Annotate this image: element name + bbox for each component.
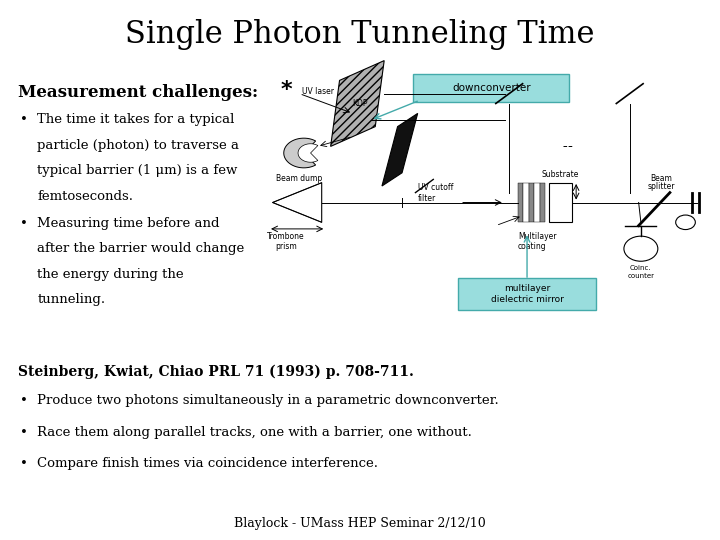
Text: splitter: splitter: [647, 182, 675, 191]
Text: •: •: [20, 113, 28, 126]
Text: UV laser: UV laser: [302, 87, 333, 97]
Text: multilayer
dielectric mirror: multilayer dielectric mirror: [490, 284, 564, 305]
Text: •: •: [20, 394, 28, 407]
Bar: [528, 183, 534, 222]
Text: •: •: [20, 217, 28, 230]
Text: typical barrier (1 μm) is a few: typical barrier (1 μm) is a few: [37, 164, 238, 177]
Text: filter: filter: [418, 194, 436, 203]
FancyBboxPatch shape: [458, 279, 596, 310]
Bar: [534, 183, 539, 222]
Text: Compare finish times via coincidence interference.: Compare finish times via coincidence int…: [37, 457, 379, 470]
Text: particle (photon) to traverse a: particle (photon) to traverse a: [37, 139, 240, 152]
Text: after the barrier would change: after the barrier would change: [37, 242, 245, 255]
Text: counter: counter: [627, 273, 654, 280]
Text: KDP: KDP: [352, 99, 367, 108]
FancyBboxPatch shape: [413, 74, 570, 102]
Text: Coinc.: Coinc.: [630, 265, 652, 271]
Text: Measurement challenges:: Measurement challenges:: [18, 84, 258, 100]
Text: Blaylock - UMass HEP Seminar 2/12/10: Blaylock - UMass HEP Seminar 2/12/10: [234, 517, 486, 530]
Text: the energy during the: the energy during the: [37, 268, 184, 281]
Text: *: *: [280, 80, 292, 100]
Text: Substrate: Substrate: [542, 171, 579, 179]
Text: Race them along parallel tracks, one with a barrier, one without.: Race them along parallel tracks, one wit…: [37, 426, 472, 438]
Text: Steinberg, Kwiat, Chiao PRL 71 (1993) p. 708-711.: Steinberg, Kwiat, Chiao PRL 71 (1993) p.…: [18, 364, 414, 379]
Text: Measuring time before and: Measuring time before and: [37, 217, 220, 230]
Bar: [518, 183, 523, 222]
Text: UV cutoff: UV cutoff: [418, 183, 453, 192]
Text: femtoseconds.: femtoseconds.: [37, 190, 133, 202]
Circle shape: [675, 215, 696, 230]
Polygon shape: [284, 138, 315, 168]
Circle shape: [624, 236, 658, 261]
Bar: [539, 183, 545, 222]
Text: Beam dump: Beam dump: [276, 174, 323, 184]
Text: •: •: [20, 426, 28, 438]
Text: coating: coating: [518, 242, 546, 251]
Bar: [523, 183, 528, 222]
Text: Produce two photons simultaneously in a parametric downconverter.: Produce two photons simultaneously in a …: [37, 394, 499, 407]
Text: Beam: Beam: [650, 174, 672, 183]
Text: •: •: [20, 457, 28, 470]
Text: downconverter: downconverter: [452, 83, 531, 93]
Bar: [549, 183, 572, 222]
Polygon shape: [298, 144, 318, 162]
Text: Trombone: Trombone: [267, 232, 305, 241]
Text: prism: prism: [275, 242, 297, 251]
Text: Multilayer: Multilayer: [518, 232, 557, 241]
Polygon shape: [382, 113, 418, 186]
Text: The time it takes for a typical: The time it takes for a typical: [37, 113, 235, 126]
Text: tunneling.: tunneling.: [37, 293, 106, 306]
Text: Single Photon Tunneling Time: Single Photon Tunneling Time: [125, 19, 595, 50]
Polygon shape: [330, 60, 384, 146]
